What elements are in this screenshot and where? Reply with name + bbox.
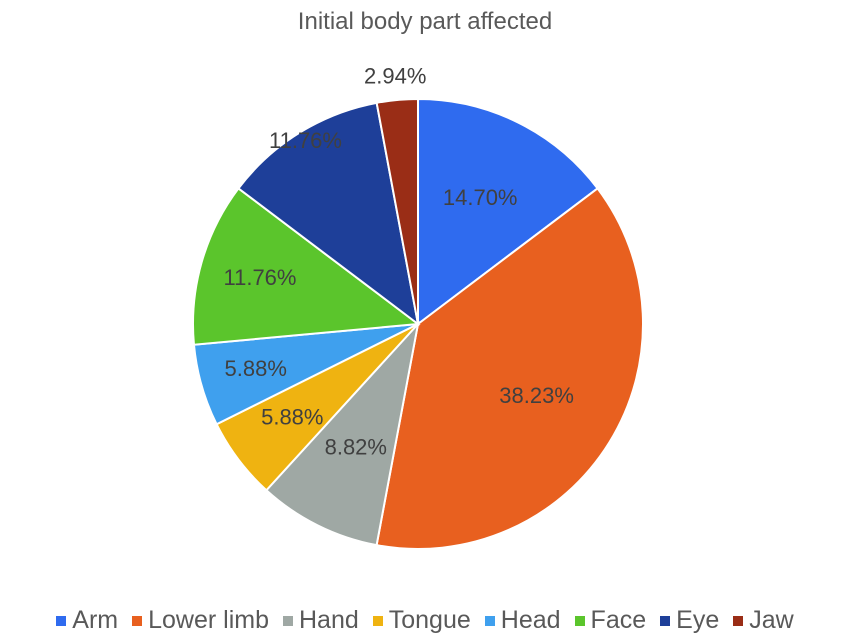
legend-label: Tongue: [388, 606, 471, 634]
legend-swatch: [56, 615, 67, 626]
data-label-eye: 11.76%: [269, 128, 342, 153]
pie-slice-jaw: [375, 97, 419, 325]
legend-label: Lower limb: [148, 606, 269, 634]
legend-item-face: Face: [574, 606, 647, 635]
pie-slice-arm: [417, 97, 599, 327]
pie-data-labels: 14.70%38.23%8.82%5.88%5.88%11.76%11.76%2…: [224, 63, 574, 459]
pie-slice-eye: [237, 101, 420, 327]
legend-item-head: Head: [484, 606, 561, 635]
data-label-hand: 8.82%: [325, 435, 387, 460]
pie-slice-face: [192, 186, 421, 346]
chart-legend: Arm Lower limb Hand Tongue Head Face Eye Jaw: [0, 606, 850, 635]
legend-item-lower-limb: Lower limb: [132, 606, 269, 635]
legend-label: Arm: [72, 606, 119, 634]
legend-item-tongue: Tongue: [372, 606, 471, 635]
data-label-head: 5.88%: [225, 356, 287, 381]
legend-item-eye: Eye: [660, 606, 719, 635]
pie-slice-lower-limb: [375, 186, 644, 550]
legend-label: Head: [500, 606, 561, 634]
legend-swatch: [282, 615, 293, 626]
data-label-lower-limb: 38.23%: [499, 383, 574, 408]
legend-label: Face: [590, 606, 647, 634]
pie-chart: 14.70%38.23%8.82%5.88%5.88%11.76%11.76%2…: [192, 63, 644, 550]
data-label-tongue: 5.88%: [261, 405, 323, 430]
data-label-jaw: 2.94%: [364, 63, 426, 88]
chart-title: Initial body part affected: [297, 8, 553, 35]
legend-label: Eye: [676, 606, 720, 634]
legend-item-jaw: Jaw: [733, 606, 794, 635]
pie-slice-hand: [264, 320, 420, 547]
legend-label: Hand: [298, 606, 359, 634]
legend-label: Jaw: [749, 606, 794, 634]
pie-slices: [192, 97, 644, 550]
legend-swatch: [660, 615, 671, 626]
legend-swatch: [484, 615, 495, 626]
data-label-face: 11.76%: [224, 265, 297, 290]
legend-swatch: [574, 615, 585, 626]
legend-item-arm: Arm: [56, 606, 118, 635]
legend-swatch: [132, 615, 143, 626]
legend-item-hand: Hand: [282, 606, 359, 635]
data-label-arm: 14.70%: [443, 185, 518, 210]
legend-swatch: [733, 615, 744, 626]
legend-swatch: [372, 615, 383, 626]
